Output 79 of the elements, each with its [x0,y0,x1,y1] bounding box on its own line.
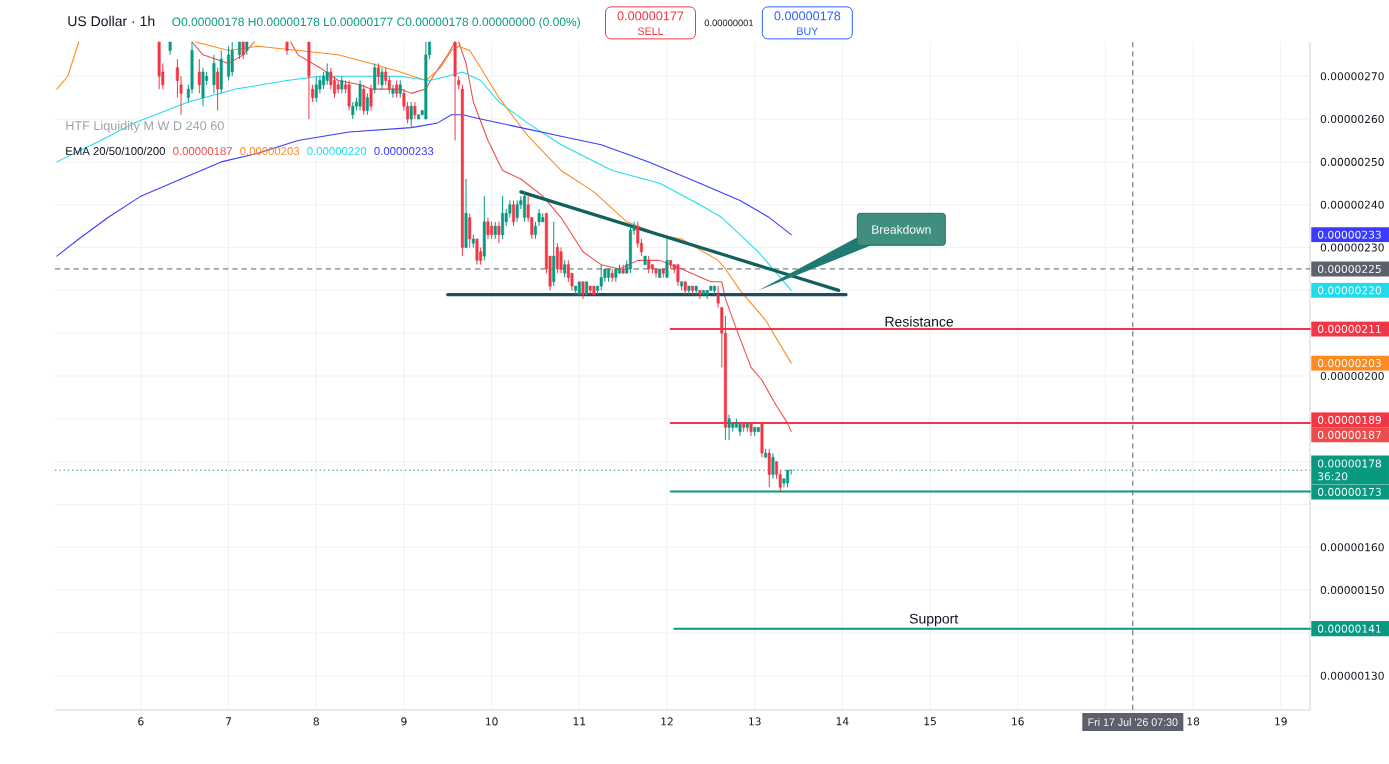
candlestick [325,62,329,86]
candlestick [365,92,369,116]
candlestick [716,285,720,308]
text: 0.00000187 [1317,430,1381,439]
candlestick [727,414,731,441]
x-tick-label: 10 [486,717,498,726]
candlestick [486,217,490,240]
annotation: Resistance [885,316,954,327]
candlestick [391,84,395,99]
annotation: Support [909,613,959,627]
y-tick-label: 0.00000150 [1320,586,1384,595]
candlestick [197,58,201,94]
text: 0.00000220 [1317,286,1382,295]
text: 0.00000001 [704,19,754,27]
candlestick [413,101,417,120]
text: BUY [797,27,819,35]
x-tick-label: 8 [313,717,319,726]
candlestick [665,238,669,278]
chart-title: US Dollar · 1h [68,15,155,27]
candlestick [227,45,231,82]
candlestick [497,221,501,244]
x-tick-label: 15 [924,717,936,726]
candlestick [515,199,519,223]
candlestick [523,191,526,223]
y-tick-label: 0.00000160 [1320,543,1384,552]
annotation: Breakdown [872,224,931,234]
ref-line-label: 0.00000225 [1317,264,1381,273]
candlestick [555,242,559,274]
y-tick-label: 0.00000230 [1320,243,1384,252]
candlestick [369,84,373,111]
candlestick [409,101,413,129]
x-tick-label: 13 [749,717,761,726]
data-label: 0.00000189 [1317,415,1381,424]
text: SELL [637,27,664,35]
x-tick-label: 18 [1187,717,1200,726]
candlestick [512,199,516,227]
candlestick [230,41,234,77]
ref-line-label: 0.00000178 [1317,459,1381,468]
candlestick [599,264,603,291]
y-tick-label: 0.00000260 [1320,115,1384,124]
candlestick [216,67,220,111]
y-tick-label: 0.00000240 [1320,200,1384,209]
chart-subtitle: O0.00000178 H0.00000178 L0.00000177 C0.00000178 0.00000000 (0.00%) [172,17,580,29]
x-tick-label: 11 [573,717,586,726]
line-series [56,114,792,257]
candlestick [358,80,362,111]
y-tick-label: 0.00000200 [1320,371,1384,381]
x-tick-label: 9 [401,717,407,726]
candlestick [362,84,366,116]
y-tick-label: 0.00000270 [1320,72,1384,81]
candlestick [212,54,216,94]
line-series [56,71,792,291]
candlestick [475,238,479,266]
x-tick-label: 16 [1012,717,1024,726]
data-label: 0.00000141 [1317,624,1381,633]
x-tick-label: 14 [836,717,849,726]
data-label: 0.00000211 [1317,324,1381,333]
candlestick [676,264,680,287]
candlestick [347,80,351,111]
x-tick-label: 6 [138,717,144,726]
ref-line-label: Fri 17 Jul '26 07:30 [1088,718,1178,726]
text: 0.00000177 [617,11,684,21]
x-tick-label: 12 [661,717,673,726]
candlestick [771,452,775,480]
text: 0.00000203 [1317,359,1381,368]
text: 0.00000178 [774,11,841,21]
annotation: 0.00000220 [307,147,367,156]
y-tick-label: 0.00000250 [1320,157,1384,166]
y-tick-label: 0.00000130 [1320,671,1384,680]
text: 36:20 [1318,472,1348,481]
data-label: 0.00000173 [1317,487,1381,496]
x-tick-label: 19 [1275,717,1287,726]
candlestick [380,67,384,90]
annotation: 0.00000187 [173,147,232,156]
x-tick-label: 7 [226,717,232,726]
candlestick [559,247,563,274]
annotation: 0.00000233 [374,147,434,156]
text: 0.00000233 [1317,230,1381,239]
candlestick [376,62,380,86]
